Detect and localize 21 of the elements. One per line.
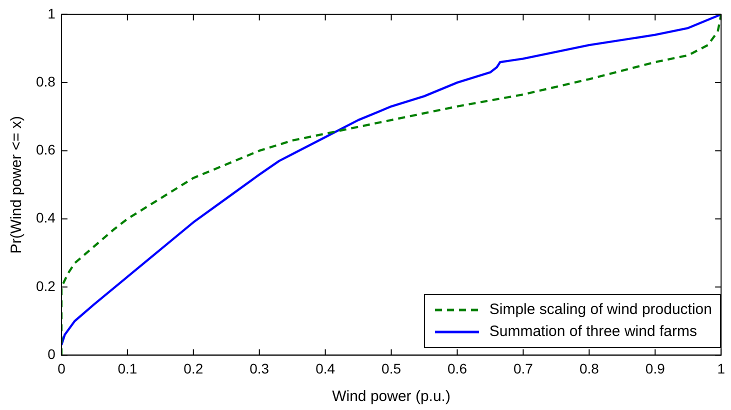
x-tick-label: 0.2: [184, 360, 204, 376]
y-tick-label: 0.8: [36, 73, 56, 90]
x-tick-label: 0.1: [118, 360, 138, 376]
y-tick-label: 0.4: [36, 210, 56, 226]
x-tick-label: 0: [58, 360, 66, 376]
x-tick-label: 0.4: [316, 360, 336, 376]
y-tick-label: 0.2: [36, 278, 56, 294]
x-axis-title: Wind power (p.u.): [332, 388, 450, 406]
y-tick-label: 1: [48, 5, 56, 22]
x-tick-label: 0.8: [579, 360, 600, 376]
x-tick-label: 0.3: [250, 360, 270, 376]
y-axis-title: Pr(Wind power <= x): [8, 116, 26, 254]
legend-label: Summation of three wind farms: [489, 322, 697, 342]
x-tick-label: 0.9: [645, 360, 666, 376]
x-tick-label: 0.6: [448, 360, 468, 376]
y-tick-label: 0.6: [36, 142, 56, 158]
x-tick-label: 1: [717, 360, 726, 376]
x-tick-label: 0.7: [513, 360, 534, 376]
legend-label: Simple scaling of wind production: [489, 300, 712, 320]
y-tick-label: 0: [48, 346, 56, 362]
x-tick-label: 0.5: [382, 360, 402, 376]
